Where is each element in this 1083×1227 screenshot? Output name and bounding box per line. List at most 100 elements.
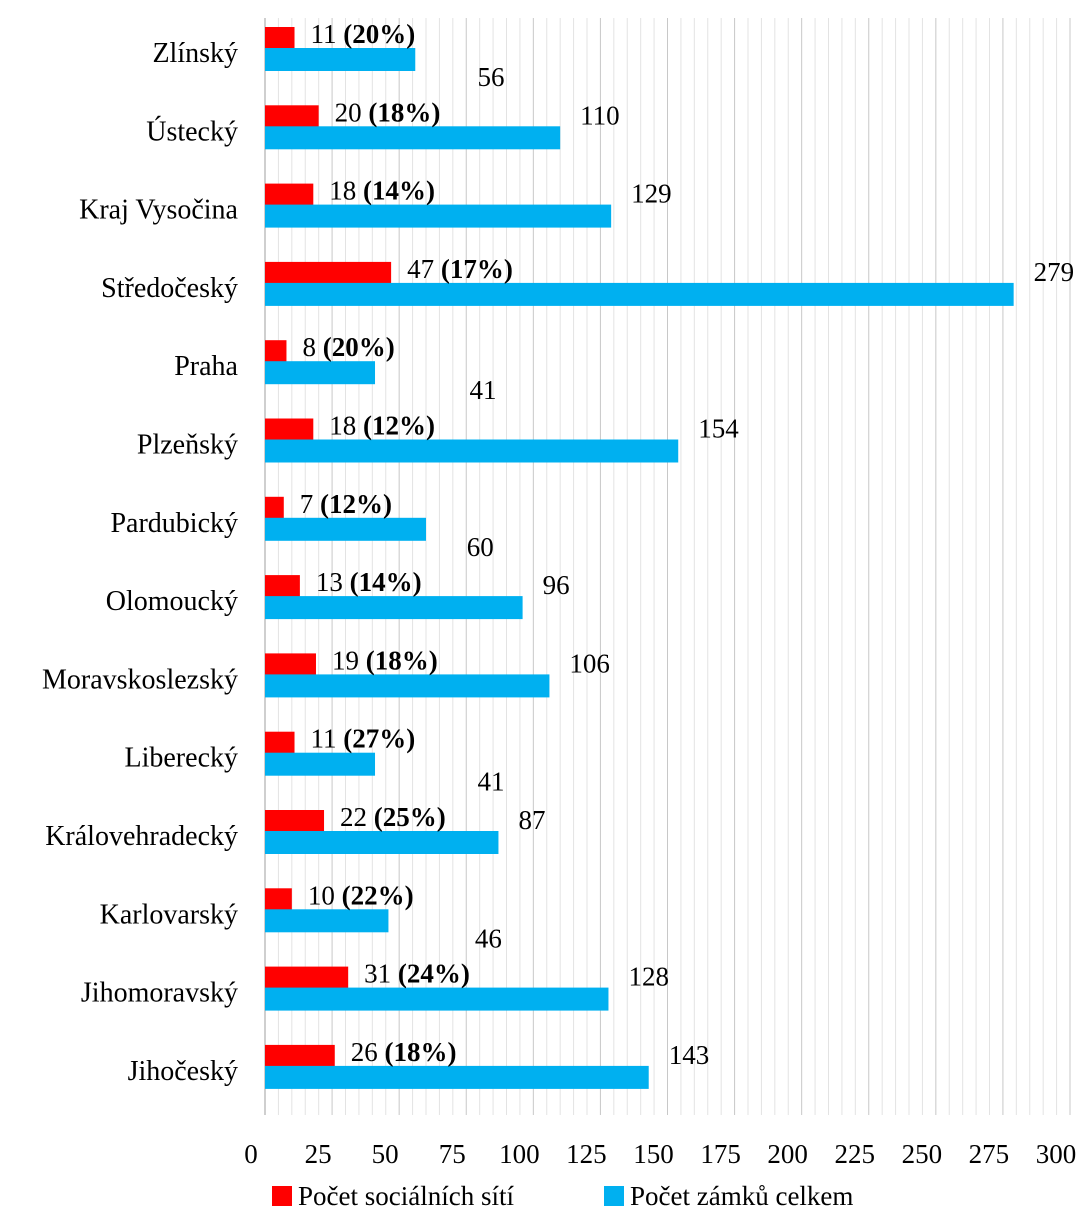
category-label: Jihomoravský (81, 978, 238, 1009)
category-label: Ústecký (146, 116, 238, 147)
category-label: Karlovarský (100, 899, 238, 930)
bar-chateaux-total (265, 752, 376, 776)
data-label-percent: (12%) (363, 411, 435, 441)
category-label: Kraj Vysočina (79, 195, 238, 226)
x-tick-label: 225 (835, 1139, 876, 1169)
data-label-value: 19 (332, 645, 359, 675)
bar-social-networks (265, 966, 349, 990)
legend-swatch (272, 1186, 292, 1206)
category-label: Pardubický (110, 508, 238, 539)
x-tick-label: 275 (969, 1139, 1010, 1169)
x-tick-label: 50 (372, 1139, 399, 1169)
bars (265, 27, 1014, 1089)
bar-social-networks (265, 731, 295, 755)
data-label-chateaux-total: 279 (1034, 257, 1075, 287)
category-label: Středočeský (101, 273, 238, 304)
data-label-percent: (18%) (368, 97, 440, 127)
x-tick-label: 75 (439, 1139, 466, 1169)
data-label-percent: (14%) (363, 176, 435, 206)
data-label-value: 31 (364, 959, 391, 989)
bar-chateaux-total (265, 439, 679, 463)
x-tick-label: 250 (902, 1139, 943, 1169)
bar-chateaux-total (265, 361, 376, 385)
x-tick-label: 0 (244, 1139, 258, 1169)
bar-social-networks (265, 653, 316, 677)
legend-item-social-networks: Počet sociálních sítí (272, 1181, 514, 1211)
bar-social-networks (265, 810, 325, 833)
category-label: Královehradecký (45, 821, 238, 852)
x-tick-label: 150 (633, 1139, 674, 1169)
bar-social-networks (265, 418, 314, 442)
data-label-value: 11 (311, 724, 337, 754)
category-label: Praha (174, 351, 238, 382)
data-label-value: 13 (316, 567, 343, 597)
legend-item-chateaux-total: Počet zámků celkem (604, 1181, 853, 1211)
data-label-chateaux-total: 41 (478, 767, 505, 797)
data-label-chateaux-total: 154 (698, 414, 739, 444)
bar-chateaux-total (265, 674, 550, 698)
bar-chateaux-total (265, 48, 416, 71)
legend-label: Počet zámků celkem (630, 1181, 853, 1211)
x-tick-label: 300 (1036, 1139, 1077, 1169)
bar-chateaux-total (265, 1065, 649, 1089)
data-label-social-networks: 22 (25%) (340, 802, 446, 832)
data-label-social-networks: 10 (22%) (308, 880, 414, 910)
data-label-chateaux-total: 110 (580, 100, 620, 130)
data-label-value: 20 (335, 97, 362, 127)
data-label-value: 8 (302, 332, 316, 362)
data-label-percent: (17%) (441, 254, 513, 284)
bar-social-networks (265, 1044, 335, 1068)
data-label-chateaux-total: 106 (569, 648, 610, 678)
data-label-social-networks: 7 (12%) (300, 489, 392, 519)
x-tick-label: 125 (566, 1139, 607, 1169)
data-label-social-networks: 47 (17%) (407, 254, 513, 284)
data-label-percent: (25%) (374, 802, 446, 832)
bar-social-networks (265, 575, 300, 599)
bar-chateaux-total (265, 282, 1014, 306)
data-label-social-networks: 11 (27%) (311, 724, 416, 754)
category-label: Jihočeský (128, 1056, 238, 1087)
data-label-chateaux-total: 46 (475, 923, 502, 953)
data-label-value: 26 (351, 1037, 378, 1067)
bar-social-networks (265, 340, 287, 364)
data-label-social-networks: 31 (24%) (364, 959, 470, 989)
data-label-social-networks: 13 (14%) (316, 567, 422, 597)
data-label-percent: (20%) (343, 19, 415, 49)
x-tick-label: 25 (305, 1139, 332, 1169)
bar-chateaux-total (265, 987, 609, 1011)
bar-chateaux-total (265, 909, 389, 933)
bar-chateaux-total (265, 517, 426, 541)
bar-chateaux-total (265, 204, 612, 228)
data-label-percent: (14%) (350, 567, 422, 597)
bar-chateaux-total (265, 596, 523, 620)
data-label-percent: (20%) (323, 332, 395, 362)
x-tick-label: 200 (767, 1139, 808, 1169)
data-label-social-networks: 8 (20%) (302, 332, 394, 362)
data-label-value: 47 (407, 254, 434, 284)
bar-social-networks (265, 261, 392, 285)
data-label-percent: (24%) (398, 959, 470, 989)
data-label-percent: (22%) (342, 880, 414, 910)
x-tick-label: 175 (700, 1139, 741, 1169)
data-label-chateaux-total: 128 (628, 962, 669, 992)
category-label: Zlínský (152, 38, 238, 69)
data-label-chateaux-total: 96 (543, 570, 570, 600)
data-label-social-networks: 18 (14%) (329, 176, 435, 206)
data-label-percent: (18%) (385, 1037, 457, 1067)
data-label-chateaux-total: 87 (518, 805, 545, 835)
data-label-chateaux-total: 143 (669, 1040, 710, 1070)
bar-social-networks (265, 105, 319, 129)
data-label-percent: (12%) (320, 489, 392, 519)
legend-swatch (604, 1186, 624, 1206)
data-label-percent: (27%) (343, 724, 415, 754)
data-label-chateaux-total: 56 (478, 62, 505, 92)
category-label: Plzeňský (137, 430, 238, 461)
data-label-chateaux-total: 41 (469, 375, 496, 405)
data-label-social-networks: 18 (12%) (329, 411, 435, 441)
category-label: Moravskoslezský (42, 664, 238, 695)
data-label-social-networks: 26 (18%) (351, 1037, 457, 1067)
gridlines (277, 18, 1071, 1115)
category-label: Liberecký (125, 743, 239, 774)
data-label-chateaux-total: 60 (467, 532, 494, 562)
